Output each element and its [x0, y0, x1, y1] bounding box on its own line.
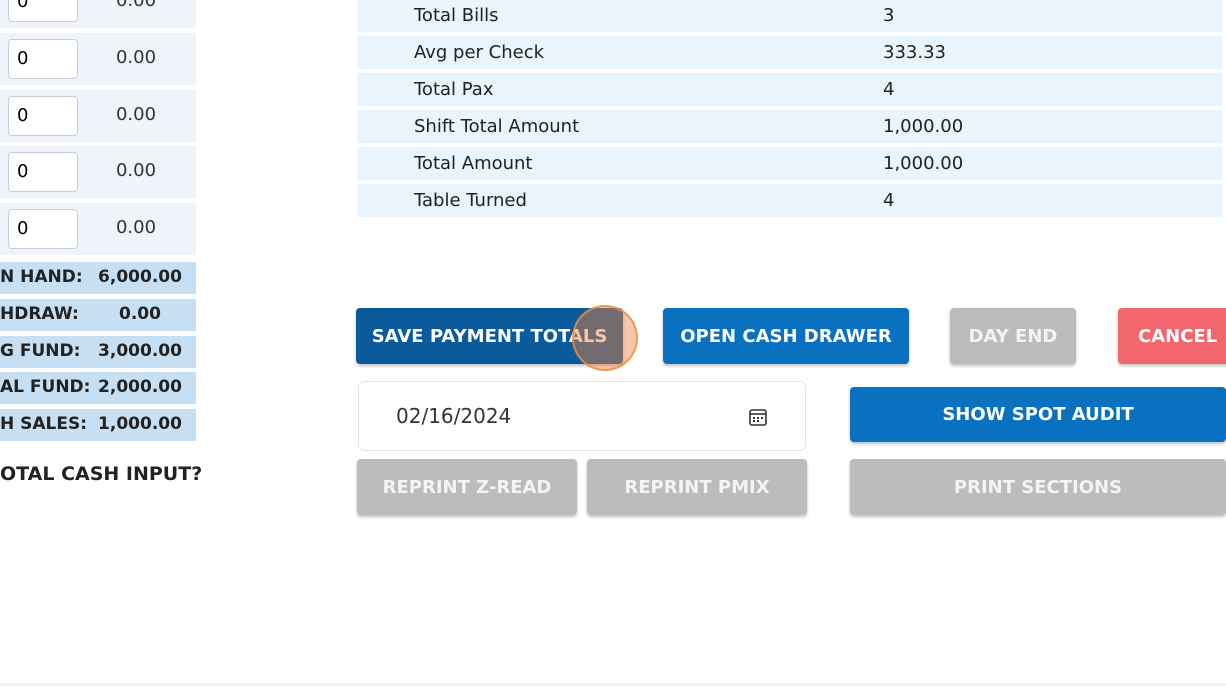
- left-panel: 0 0.00 0 0.00 0 0.00 0 0.00 0 0.00 N HAND: 6,000.00…: [0, 0, 202, 500]
- summary-row-bg: [357, 184, 1222, 217]
- calendar-icon: [749, 409, 767, 426]
- total-value: 6,000.00: [98, 267, 182, 287]
- total-label: AL FUND:: [0, 377, 91, 398]
- summary-row-bg: [357, 0, 1222, 32]
- date-text: 02/16/2024: [396, 404, 512, 428]
- summary-row-bg: [357, 36, 1222, 69]
- summary-row-bg: [357, 73, 1222, 106]
- print-sections-button[interactable]: PRINT SECTIONS: [850, 459, 1226, 515]
- count-input[interactable]: 0: [8, 209, 78, 250]
- count-input[interactable]: 0: [8, 0, 78, 22]
- total-value: 1,000.00: [98, 414, 182, 435]
- date-input[interactable]: 02/16/2024: [358, 381, 806, 451]
- summary-label: Table Turned: [414, 190, 527, 211]
- summary-label: Shift Total Amount: [414, 116, 580, 137]
- summary-label: Total Amount: [414, 153, 533, 174]
- summary-value: 333.33: [883, 42, 946, 63]
- summary-label: Total Pax: [414, 79, 494, 100]
- summary-value: 1,000.00: [883, 153, 964, 174]
- total-label: H SALES:: [0, 414, 88, 435]
- summary-value: 4: [883, 190, 895, 211]
- count-input[interactable]: 0: [8, 95, 78, 136]
- total-row-bg: [0, 262, 196, 294]
- total-row-bg: [0, 298, 196, 331]
- amount-text: 0.00: [115, 103, 157, 125]
- summary-label: Avg per Check: [414, 42, 545, 63]
- total-row-bg: [0, 372, 196, 405]
- amount-text: 0.00: [115, 160, 157, 182]
- amount-text: 0.00: [115, 217, 157, 239]
- total-label: G FUND:: [0, 340, 81, 361]
- total-value: 2,000.00: [98, 377, 182, 398]
- reprint-pmix-button[interactable]: REPRINT PMIX: [587, 459, 807, 515]
- open-drawer-button[interactable]: OPEN CASH DRAWER: [663, 308, 909, 364]
- reprint-z-button[interactable]: REPRINT Z-READ: [357, 459, 577, 515]
- summary-label: Total Bills: [414, 5, 499, 26]
- count-input[interactable]: 0: [8, 38, 78, 79]
- cancel-button[interactable]: CANCEL: [1118, 308, 1226, 364]
- total-value: 0.00: [119, 303, 161, 324]
- amount-text: 0.00: [115, 46, 157, 68]
- summary-value: 4: [883, 79, 895, 100]
- amount-text: 0.00: [115, 0, 157, 11]
- summary-row-bg: [357, 147, 1222, 180]
- total-row-bg: [0, 409, 196, 442]
- total-value: 3,000.00: [98, 340, 182, 361]
- summary-table: Total Bills 3 Avg per Check 333.33 Total Pax…: [357, 0, 1222, 220]
- summary-value: 3: [883, 5, 895, 26]
- summary-row-bg: [357, 110, 1222, 143]
- day-end-button[interactable]: DAY END: [950, 308, 1076, 364]
- spot-audit-button[interactable]: SHOW SPOT AUDIT: [850, 387, 1226, 442]
- total-label: HDRAW:: [0, 303, 79, 324]
- count-input[interactable]: 0: [8, 152, 78, 193]
- summary-value: 1,000.00: [883, 116, 964, 137]
- question-text: OTAL CASH INPUT?: [0, 463, 203, 485]
- cursor-highlight: [572, 305, 638, 371]
- total-label: N HAND:: [0, 267, 83, 287]
- total-row-bg: [0, 335, 196, 368]
